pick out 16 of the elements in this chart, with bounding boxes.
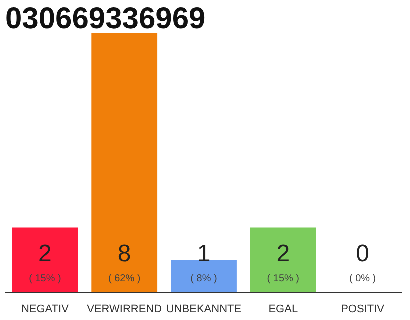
data-label: 8 [118, 240, 132, 268]
annotation: ( 15% ) [267, 274, 300, 285]
annotation: ( 62% ) [108, 274, 141, 285]
x-tick-label: UNBEKANNTE [166, 304, 242, 316]
x-tick-label: VERWIRREND [87, 304, 162, 316]
chart-title: 030669336969 [6, 2, 206, 36]
x-tick-label: POSITIV [341, 304, 386, 316]
annotation: ( 0% ) [349, 274, 376, 285]
data-label: 2 [38, 240, 52, 268]
data-label: 0 [356, 240, 370, 268]
data-label: 2 [276, 240, 290, 268]
x-tick-label: NEGATIV [21, 304, 70, 316]
x-tick-label: EGAL [268, 304, 298, 316]
annotation: ( 8% ) [190, 274, 218, 285]
annotation: ( 15% ) [29, 274, 62, 285]
data-label: 1 [197, 240, 211, 268]
